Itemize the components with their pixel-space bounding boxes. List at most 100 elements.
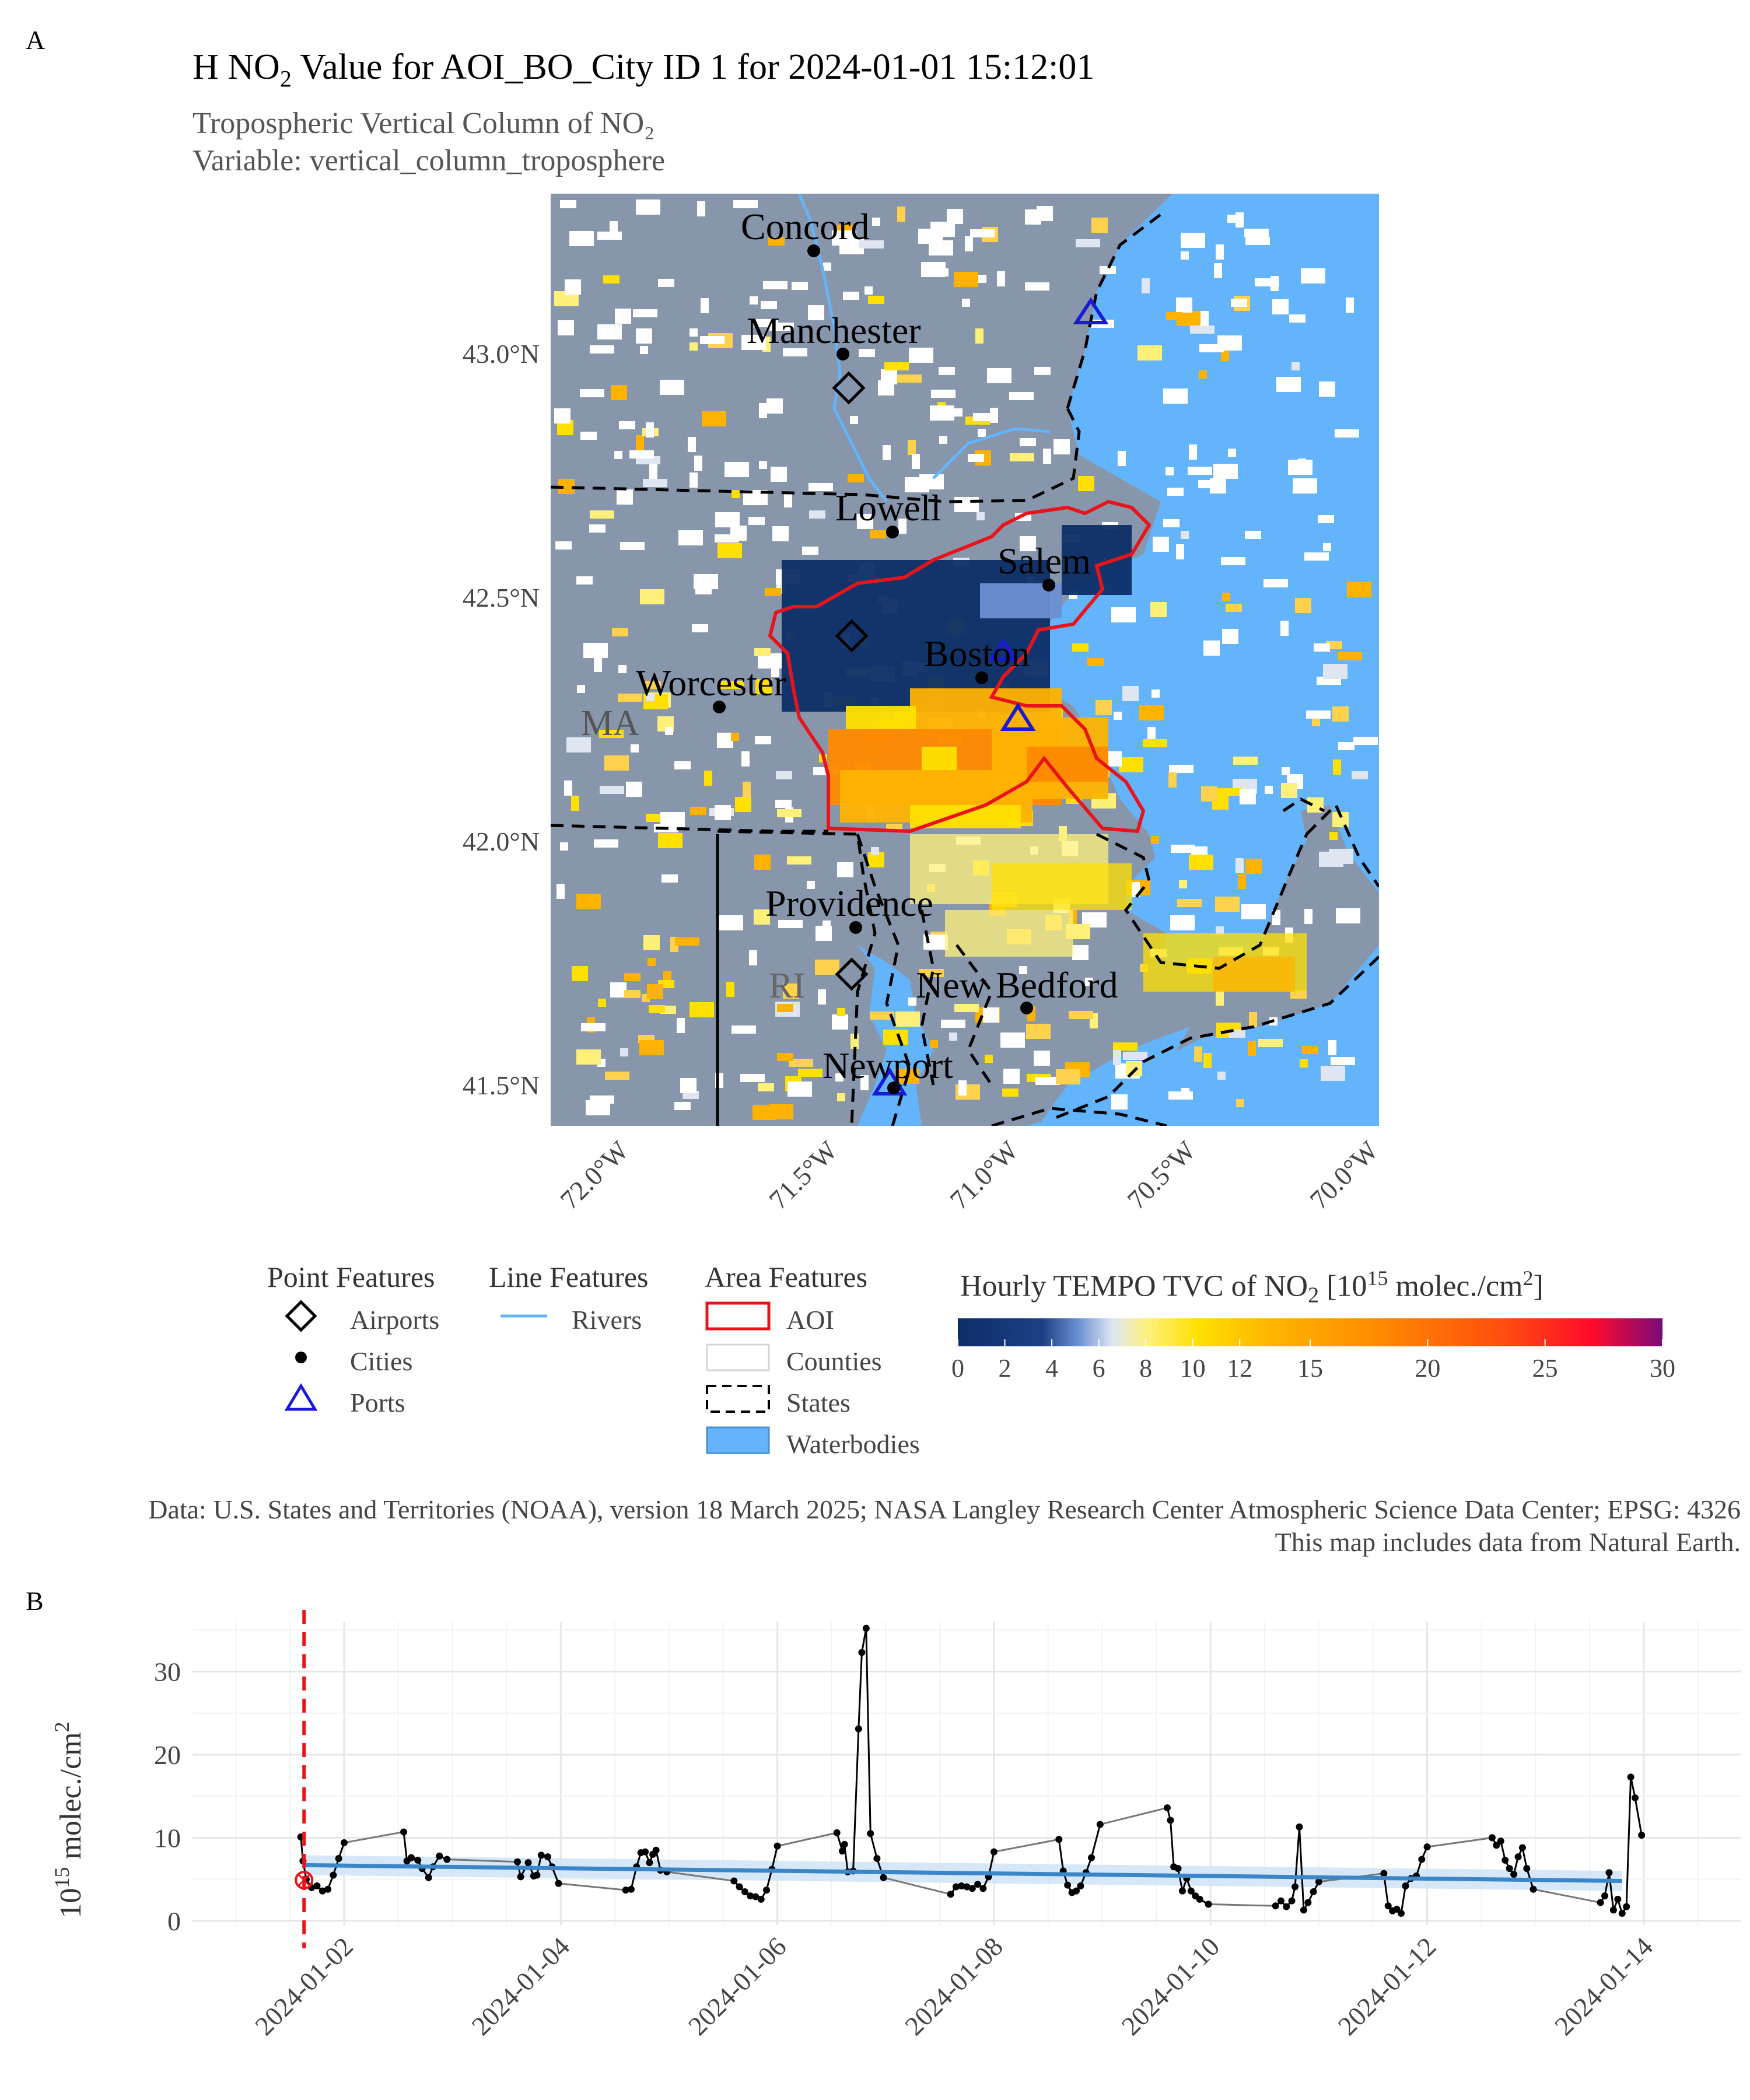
city-point-manchester xyxy=(836,348,849,360)
no2-pixel xyxy=(735,797,751,812)
no2-pixel xyxy=(759,403,767,418)
series-point xyxy=(873,1855,881,1863)
no2-pixel xyxy=(610,982,626,998)
no2-pixel xyxy=(589,524,606,533)
series-point xyxy=(1518,1844,1526,1852)
no2-pixel xyxy=(1236,1099,1244,1107)
legend-line-title: Line Features xyxy=(489,1261,649,1293)
series-point xyxy=(537,1852,545,1859)
no2-pixel xyxy=(1258,1039,1283,1047)
no2-pixel xyxy=(643,935,660,950)
series-line-segment xyxy=(625,1848,667,1891)
no2-pixel xyxy=(1331,1057,1355,1065)
no2-pixel xyxy=(1043,449,1051,464)
panel-a-tag: A xyxy=(26,25,46,55)
no2-pixel xyxy=(769,323,794,331)
no2-pixel xyxy=(1002,1088,1019,1097)
no2-pixel xyxy=(878,380,894,396)
no2-pixel xyxy=(1304,552,1329,561)
no2-pixel xyxy=(897,206,905,222)
colorbar-tick-label: 0 xyxy=(951,1354,964,1382)
no2-pixel xyxy=(600,786,624,794)
no2-pixel xyxy=(1170,915,1195,930)
no2-pixel xyxy=(577,685,585,693)
trend-line xyxy=(304,1863,1622,1883)
no2-pixel xyxy=(612,628,628,636)
series-point xyxy=(313,1882,321,1890)
no2-pixel xyxy=(868,296,884,304)
no2-pixel xyxy=(1312,718,1320,726)
no2-pixel xyxy=(662,874,678,883)
port-portsmouth xyxy=(1073,297,1109,324)
lon-tick-70-5: 70.5°W xyxy=(1121,1135,1201,1215)
series-point xyxy=(855,1725,862,1732)
legend-aoi-icon xyxy=(705,1301,771,1331)
series-point xyxy=(963,1883,971,1891)
series-point xyxy=(622,1887,629,1894)
no2-pixel xyxy=(665,727,673,735)
no2-pixel xyxy=(954,272,978,287)
no2-pixel xyxy=(1152,690,1160,698)
trend-line-path xyxy=(304,1863,1622,1883)
series-point xyxy=(1609,1906,1617,1914)
no2-pixel xyxy=(1113,1050,1121,1065)
no2-pixel xyxy=(1181,1088,1189,1096)
no2-pixel xyxy=(968,454,984,462)
series-point xyxy=(324,1885,332,1893)
no2-pixel xyxy=(726,982,734,997)
series-point xyxy=(1493,1842,1500,1849)
x-tick-label: 2024-01-06 xyxy=(682,1931,792,2041)
city-point-providence xyxy=(849,921,862,934)
series-gap-line xyxy=(1533,1888,1601,1904)
no2-pixel xyxy=(1076,239,1100,247)
no2-pixel xyxy=(755,736,771,744)
no2-pixel xyxy=(690,342,698,351)
no2-pixel xyxy=(983,1007,999,1023)
series-point xyxy=(1283,1903,1290,1910)
no2-pixel xyxy=(864,286,873,295)
state-boundaries xyxy=(551,209,1379,1126)
no2-pixel xyxy=(1347,582,1371,597)
no2-pixel xyxy=(646,422,654,438)
no2-pixel xyxy=(1025,282,1049,290)
no2-pixel xyxy=(1142,278,1150,293)
no2-pixel xyxy=(1100,266,1116,274)
series-point xyxy=(952,1883,960,1891)
no2-pixel xyxy=(1215,897,1240,912)
legend-area-title: Area Features xyxy=(705,1261,868,1293)
legend-airport-icon xyxy=(285,1300,317,1332)
no2-pixel xyxy=(1244,229,1269,237)
series-point xyxy=(1627,1773,1634,1781)
no2-pixel xyxy=(1034,1051,1050,1066)
no2-pixel xyxy=(1114,712,1122,720)
no2-pixel xyxy=(816,926,832,941)
no2-pixel xyxy=(1111,1094,1128,1110)
no2-pixel xyxy=(1333,760,1341,775)
legend-cities-label: Cities xyxy=(350,1346,413,1376)
no2-pixel xyxy=(617,489,633,505)
no2-pixel xyxy=(1321,1066,1345,1081)
series-point xyxy=(1196,1895,1203,1903)
series-point xyxy=(1277,1897,1284,1905)
no2-pixel xyxy=(1150,602,1167,617)
series-gap-line xyxy=(1100,1807,1168,1826)
no2-pixel xyxy=(1272,299,1289,314)
series-point xyxy=(443,1856,451,1863)
no2-pixel xyxy=(700,336,724,344)
series-point xyxy=(730,1877,738,1885)
no2-pixel xyxy=(1203,1053,1212,1068)
no2-pixel xyxy=(605,1072,629,1080)
series-gap-line xyxy=(1427,1836,1493,1848)
no2-pixel xyxy=(658,279,674,287)
no2-pixel xyxy=(597,324,622,340)
series-point xyxy=(1510,1871,1518,1878)
series-point xyxy=(1174,1865,1182,1873)
selected-value-cross xyxy=(298,1874,311,1887)
no2-pixel xyxy=(1201,786,1217,802)
no2-pixel xyxy=(1338,652,1362,660)
no2-pixel xyxy=(763,281,788,289)
series-point xyxy=(652,1846,660,1854)
no2-pixel xyxy=(1181,233,1205,248)
series-point xyxy=(1597,1899,1604,1906)
